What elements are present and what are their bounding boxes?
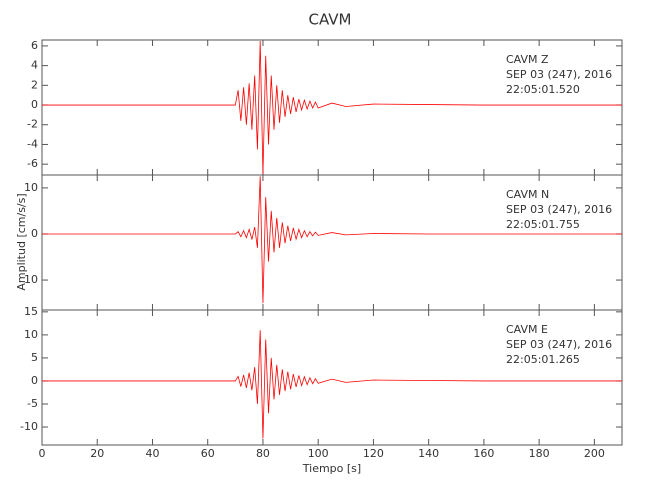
waveform: [42, 330, 622, 439]
x-tick-label: 180: [529, 447, 550, 460]
annotation: 22:05:01.520: [506, 83, 580, 96]
y-tick-label: 5: [31, 351, 38, 364]
annotation: SEP 03 (247), 2016: [506, 203, 612, 216]
annotation: SEP 03 (247), 2016: [506, 338, 612, 351]
y-tick-label: 6: [31, 39, 38, 52]
x-tick-label: 160: [473, 447, 494, 460]
annotation: SEP 03 (247), 2016: [506, 68, 612, 81]
annotation: CAVM N: [506, 188, 549, 201]
y-tick-label: -2: [27, 118, 38, 131]
y-tick-label: 0: [31, 98, 38, 111]
x-tick-label: 0: [39, 447, 46, 460]
y-tick-label: 0: [31, 374, 38, 387]
x-tick-label: 60: [201, 447, 215, 460]
annotation: CAVM Z: [506, 53, 549, 66]
y-tick-label: 10: [24, 181, 38, 194]
x-tick-label: 80: [256, 447, 270, 460]
y-tick-label: 10: [24, 328, 38, 341]
x-axis-label: Tiempo [s]: [302, 462, 361, 475]
y-tick-label: 4: [31, 59, 38, 72]
waveform: [42, 176, 622, 304]
x-tick-label: 200: [584, 447, 605, 460]
panel-frame: [41, 309, 623, 446]
y-tick-label: -5: [27, 397, 38, 410]
y-tick-label: 15: [24, 305, 38, 318]
x-tick-label: 120: [363, 447, 384, 460]
x-tick-label: 140: [418, 447, 439, 460]
annotation: 22:05:01.265: [506, 353, 580, 366]
y-tick-label: -6: [27, 157, 38, 170]
annotation: CAVM E: [506, 323, 548, 336]
y-tick-label: -10: [20, 420, 38, 433]
waveform: [42, 40, 622, 175]
y-tick-label: -4: [27, 137, 38, 150]
y-tick-label: 0: [31, 227, 38, 240]
chart-title: CAVM: [309, 11, 352, 29]
y-axis-label: Amplitud [cm/s/s]: [15, 193, 28, 290]
y-tick-label: 2: [31, 78, 38, 91]
x-tick-label: 20: [90, 447, 104, 460]
x-tick-label: 100: [308, 447, 329, 460]
x-tick-label: 40: [145, 447, 159, 460]
annotation: 22:05:01.755: [506, 218, 580, 231]
y-tick-label: 10: [24, 273, 38, 286]
